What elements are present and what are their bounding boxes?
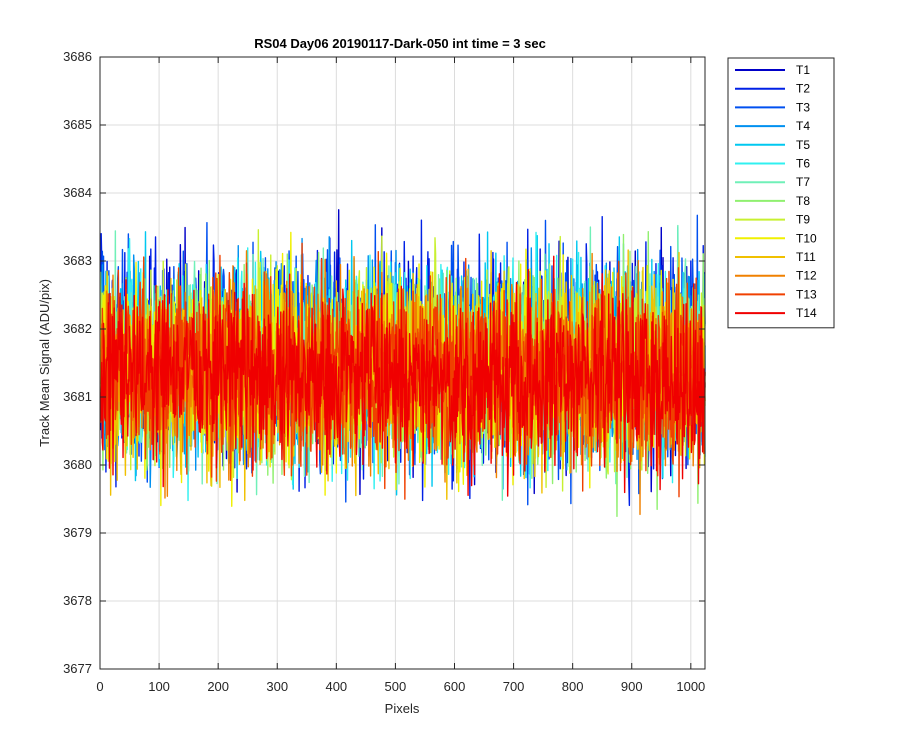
series-line-T14 (99, 255, 706, 497)
y-tick-label: 3685 (63, 117, 92, 132)
legend-label-T10: T10 (796, 231, 817, 245)
legend-label-T9: T9 (796, 213, 810, 227)
legend-label-T11: T11 (796, 250, 816, 264)
legend-label-T13: T13 (796, 287, 817, 301)
x-tick-label: 400 (325, 679, 347, 694)
legend-label-T6: T6 (796, 157, 810, 171)
legend-label-T1: T1 (796, 63, 810, 77)
y-tick-label: 3681 (63, 389, 92, 404)
y-axis-label: Track Mean Signal (ADU/pix) (37, 279, 52, 447)
x-tick-label: 700 (503, 679, 525, 694)
x-tick-label: 900 (621, 679, 643, 694)
y-tick-label: 3686 (63, 49, 92, 64)
x-tick-label: 800 (562, 679, 584, 694)
chart-title: RS04 Day06 20190117-Dark-050 int time = … (254, 36, 546, 51)
y-tick-label: 3680 (63, 457, 92, 472)
axes-box (99, 56, 706, 670)
legend: T1 T2 T3 T4 T5 T6 T7 T8 T9 T10 T11 T12 T13 T14 (727, 57, 835, 329)
legend-label-T8: T8 (796, 194, 810, 208)
legend-label-T2: T2 (796, 82, 810, 96)
y-tick-label: 3682 (63, 321, 92, 336)
ticks: 0 100 200 300 400 500 600 700 800 900 1000 3677 3678… (63, 49, 705, 694)
y-tick-label: 3683 (63, 253, 92, 268)
legend-label-T12: T12 (796, 269, 817, 283)
x-tick-label: 300 (266, 679, 288, 694)
legend-label-T4: T4 (796, 119, 810, 133)
x-tick-label: 200 (207, 679, 229, 694)
legend-label-T3: T3 (796, 100, 810, 114)
x-tick-label: 1000 (676, 679, 705, 694)
x-tick-label: 600 (444, 679, 466, 694)
y-tick-label: 3677 (63, 661, 92, 676)
x-tick-label: 0 (96, 679, 103, 694)
x-tick-label: 100 (148, 679, 170, 694)
series-layer (99, 209, 706, 518)
y-tick-label: 3684 (63, 185, 92, 200)
y-tick-label: 3679 (63, 525, 92, 540)
legend-box (727, 57, 835, 329)
y-tick-label: 3678 (63, 593, 92, 608)
legend-label-T14: T14 (796, 306, 817, 320)
legend-label-T7: T7 (796, 175, 810, 189)
x-axis-label: Pixels (385, 701, 420, 716)
legend-label-T5: T5 (796, 138, 810, 152)
x-tick-label: 500 (385, 679, 407, 694)
